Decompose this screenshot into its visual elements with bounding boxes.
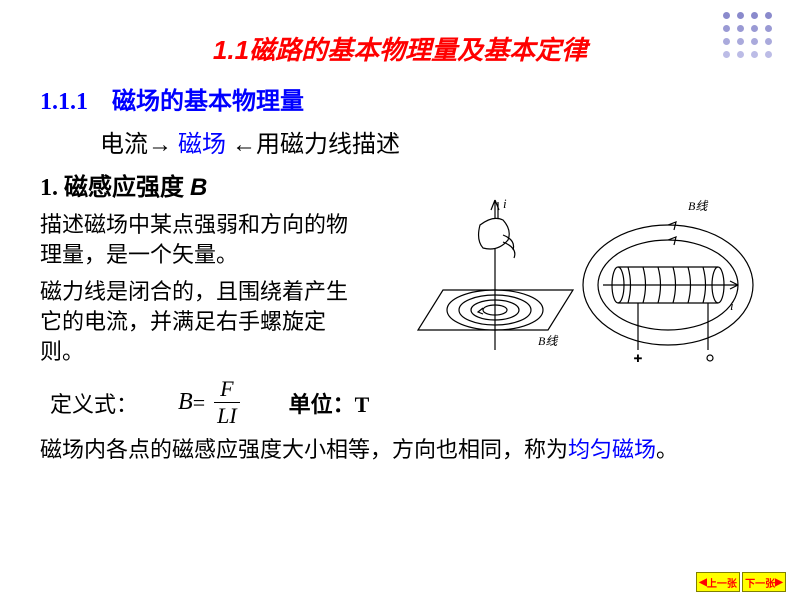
physics-diagram: i B线 + xyxy=(408,190,758,390)
flow-line: 电流→ 磁场 ←用磁力线描述 xyxy=(100,124,760,159)
last-b: 均匀磁场 xyxy=(568,437,656,462)
flow-left: 电流→ xyxy=(100,132,172,158)
diag-right-b: B线 xyxy=(688,199,708,213)
page-title: 1.1磁路的基本物理量及基本定律 xyxy=(40,30,760,67)
sec-sym: B xyxy=(190,174,207,201)
svg-text:+: + xyxy=(634,352,642,367)
slide: 1.1磁路的基本物理量及基本定律 1.1.1 磁场的基本物理量 电流→ 磁场 ←… xyxy=(0,0,800,600)
diag-right-i: i xyxy=(730,298,734,313)
eq-sign: = xyxy=(193,390,205,416)
def-label: 定义式： xyxy=(50,387,138,419)
prev-label: 上一张 xyxy=(707,575,737,590)
paragraph-2: 磁力线是闭合的，且围绕着产生它的电流，并满足右手螺旋定则。 xyxy=(40,277,360,366)
unit-label: 单位：T xyxy=(289,387,370,419)
next-button[interactable]: 下一张▶ xyxy=(742,572,786,592)
eq-den: LI xyxy=(211,403,243,429)
eq-lhs: B xyxy=(178,389,193,416)
sec-num: 1. 磁感应强度 xyxy=(40,175,190,201)
eq-num: F xyxy=(214,376,239,403)
last-a: 磁场内各点的磁感应强度大小相等，方向也相同，称为 xyxy=(40,437,568,462)
next-arrow-icon: ▶ xyxy=(775,577,783,588)
decor-dots xyxy=(723,12,772,64)
flow-right: ←用磁力线描述 xyxy=(232,132,400,158)
last-c: 。 xyxy=(656,437,678,462)
prev-button[interactable]: ◀上一张 xyxy=(696,572,740,592)
section-number-title: 1.1.1 磁场的基本物理量 xyxy=(40,81,760,116)
prev-arrow-icon: ◀ xyxy=(699,577,707,588)
paragraph-1: 描述磁场中某点强弱和方向的物理量，是一个矢量。 xyxy=(40,210,360,269)
next-label: 下一张 xyxy=(745,575,775,590)
flow-mid: 磁场 xyxy=(172,132,232,158)
eq-fraction: F LI xyxy=(211,376,243,429)
paragraph-3: 磁场内各点的磁感应强度大小相等，方向也相同，称为均匀磁场。 xyxy=(40,435,760,465)
nav-buttons: ◀上一张 下一张▶ xyxy=(696,572,786,592)
diag-left-i: i xyxy=(503,196,507,211)
diag-left-b: B线 xyxy=(538,334,558,348)
